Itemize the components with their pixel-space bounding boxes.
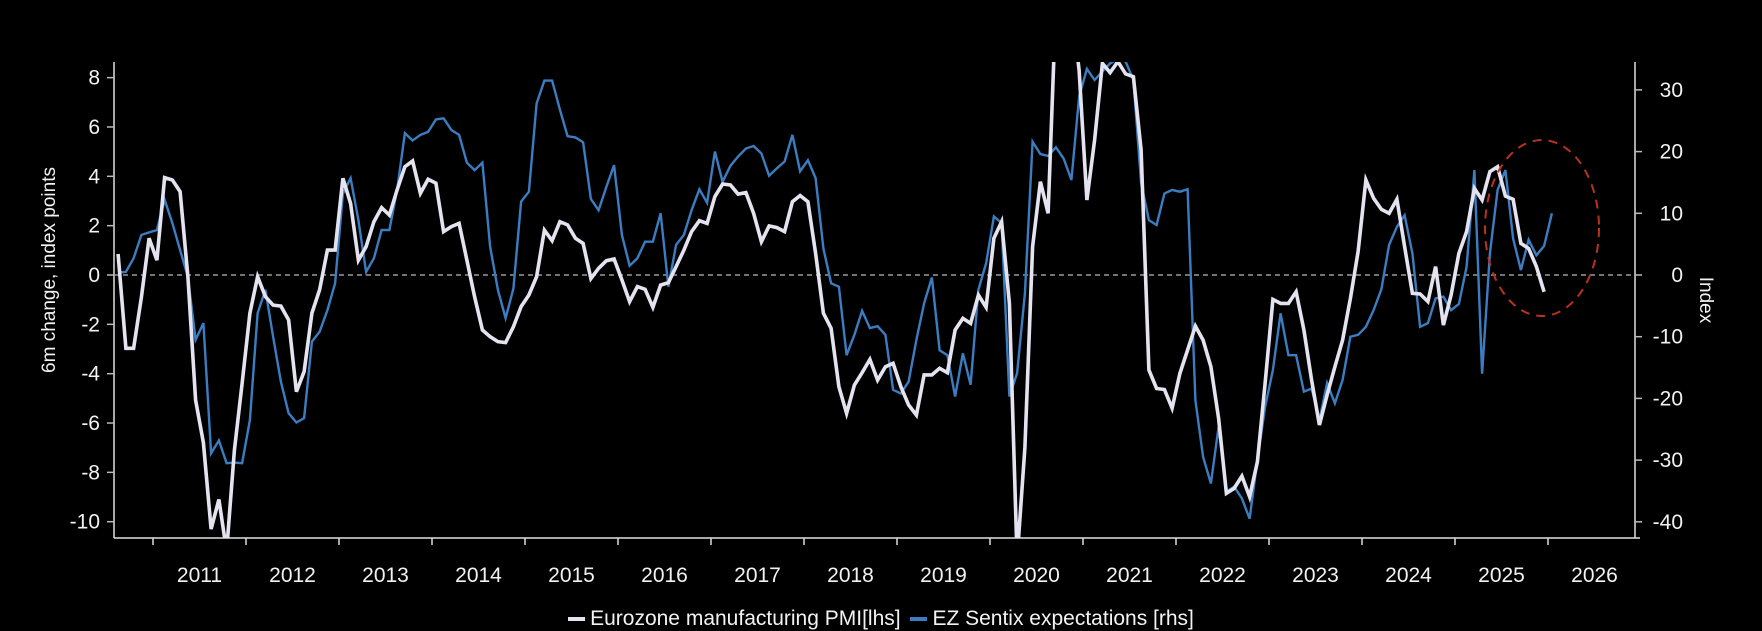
left-tick-label: -6: [81, 412, 100, 435]
left-tick-label: 8: [88, 67, 100, 90]
x-tick-label: 2014: [455, 564, 502, 587]
left-tick-label: -2: [81, 313, 100, 336]
legend-swatch-pmi: [568, 617, 586, 621]
legend: Eurozone manufacturing PMI[lhs] EZ Senti…: [0, 603, 1762, 631]
x-tick-label: 2016: [641, 564, 688, 587]
left-tick-label: 4: [88, 165, 100, 188]
right-tick-label: 20: [1660, 141, 1683, 164]
x-tick-label: 2024: [1385, 564, 1432, 587]
right-tick-label: 30: [1660, 79, 1683, 102]
x-tick-label: 2011: [177, 564, 222, 587]
series-line-pmi: [116, 62, 1546, 538]
left-tick-label: -10: [70, 511, 100, 534]
right-tick-label: -20: [1653, 387, 1683, 410]
right-tick-label: -10: [1653, 326, 1683, 349]
x-tick-label: 2015: [548, 564, 595, 587]
left-ticks: 8 6 4 2 0 -2 -4 -6 -8 -10: [70, 67, 114, 534]
right-ticks: 30 20 10 0 -10 -20 -30 -40: [1635, 79, 1683, 534]
highlight-ellipse: [1484, 139, 1600, 317]
x-tick-label: 2020: [1013, 564, 1060, 587]
left-tick-label: 6: [88, 116, 100, 139]
x-ticks: 2011 2012 2013 2014 2015 2016 2017 2018 2019 2020…: [152, 538, 1618, 587]
x-tick-label: 2026: [1571, 564, 1618, 587]
legend-item-sentix: EZ Sentix expectations [rhs]: [910, 607, 1194, 631]
legend-swatch-sentix: [910, 617, 928, 621]
right-tick-label: -40: [1653, 511, 1683, 534]
right-tick-label: 10: [1660, 202, 1683, 225]
left-tick-label: -4: [81, 363, 100, 386]
x-tick-label: 2012: [269, 564, 316, 587]
legend-label-sentix: EZ Sentix expectations [rhs]: [932, 607, 1194, 630]
right-tick-label: -30: [1653, 449, 1683, 472]
legend-item-pmi: Eurozone manufacturing PMI[lhs]: [568, 607, 901, 631]
x-tick-label: 2019: [920, 564, 967, 587]
right-tick-label: 0: [1671, 264, 1683, 287]
left-tick-label: 0: [88, 264, 100, 287]
x-tick-label: 2013: [362, 564, 409, 587]
legend-label-pmi: Eurozone manufacturing PMI[lhs]: [590, 607, 901, 630]
x-tick-label: 2022: [1199, 564, 1246, 587]
left-axis-title: 6m change, index points: [39, 167, 60, 373]
left-tick-label: -8: [81, 461, 100, 484]
x-tick-label: 2025: [1478, 564, 1525, 587]
x-tick-label: 2021: [1106, 564, 1153, 587]
series-group: [116, 62, 1554, 538]
axes: [113, 62, 1640, 539]
right-axis-title: Index: [1695, 277, 1716, 324]
x-tick-label: 2023: [1292, 564, 1339, 587]
left-tick-label: 2: [88, 215, 100, 238]
series-line-sentix: [118, 62, 1554, 520]
x-tick-label: 2018: [827, 564, 874, 587]
x-tick-label: 2017: [734, 564, 781, 587]
